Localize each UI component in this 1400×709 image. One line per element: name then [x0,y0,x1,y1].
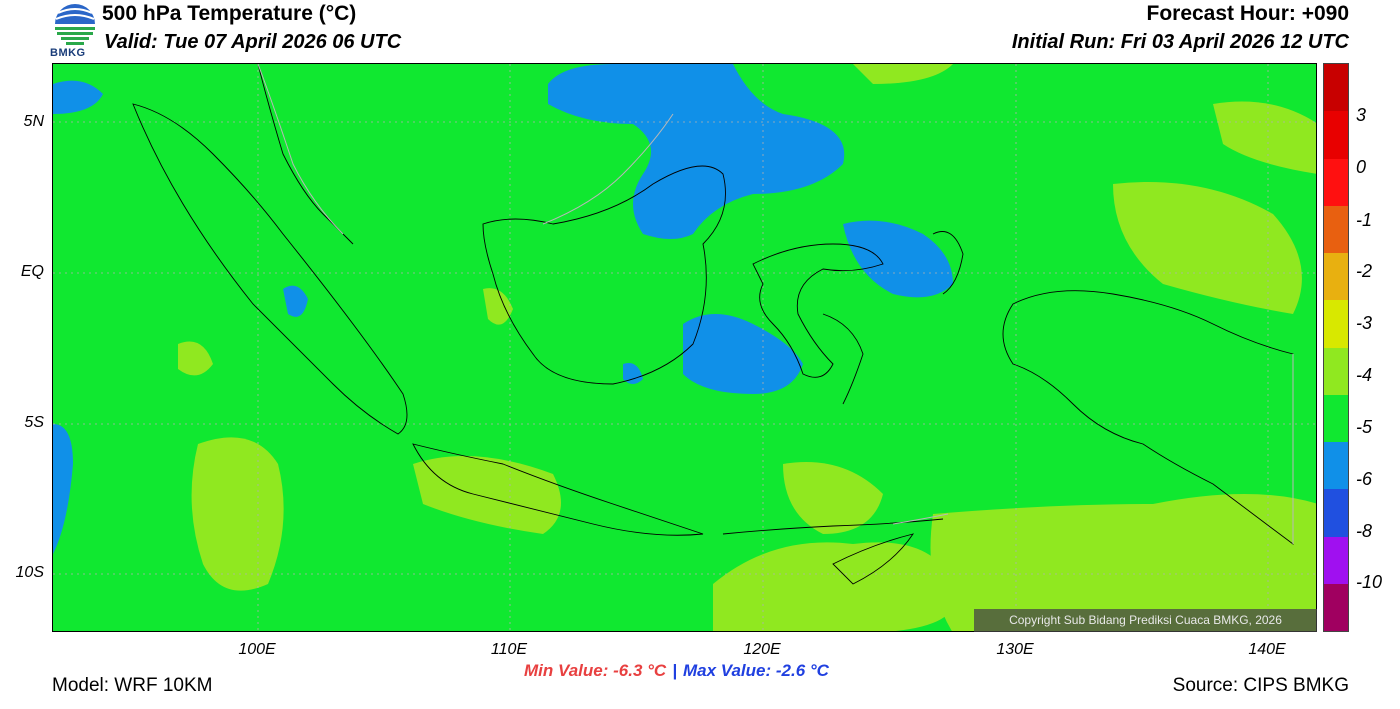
colorbar-label: -8 [1356,521,1373,541]
lon-label-120e: 120E [743,641,781,658]
grid-lines [53,64,1316,631]
lat-label-5n: 5N [23,113,44,130]
max-value: Max Value: -2.6 °C [682,661,829,680]
colorbar-segment [1324,394,1348,442]
colorbar [1323,63,1349,632]
colorbar-segment [1324,158,1348,206]
copyright-notice: Copyright Sub Bidang Prediksi Cuaca BMKG… [974,609,1317,632]
colorbar-label: 0 [1356,157,1367,177]
cold-regions [53,64,953,554]
warm-regions [178,64,1316,631]
forecast-hour: Forecast Hour: +090 [1146,2,1350,25]
bmkg-logo-icon [52,2,98,60]
lon-label-140e: 140E [1248,641,1286,658]
colorbar-segment [1324,583,1348,631]
model-label: Model: WRF 10KM [52,675,213,696]
lat-label-10s: 10S [15,564,44,581]
stats-separator: | [672,661,677,680]
colorbar-label: -1 [1356,210,1373,230]
colorbar-segment [1324,489,1348,537]
logo-text: BMKG [50,47,86,59]
colorbar-label: -6 [1356,469,1373,489]
colorbar-label: 3 [1356,105,1367,125]
coastlines [132,64,1294,585]
temperature-map [52,63,1317,632]
colorbar-label: -4 [1356,365,1373,385]
lat-label-5s: 5S [24,414,44,431]
initial-run: Initial Run: Fri 03 April 2026 12 UTC [1011,31,1349,53]
source-label: Source: CIPS BMKG [1172,675,1349,696]
colorbar-segment [1324,253,1348,301]
colorbar-segment [1324,205,1348,253]
colorbar-segment [1324,64,1348,112]
lon-label-100e: 100E [238,641,276,658]
colorbar-segment [1324,347,1348,395]
colorbar-segment [1324,300,1348,348]
colorbar-segment [1324,111,1348,159]
min-value: Min Value: -6.3 °C [524,661,667,680]
colorbar-label: -10 [1356,572,1383,592]
colorbar-label: -5 [1356,417,1373,437]
lon-label-110e: 110E [490,641,528,658]
map-canvas [53,64,1316,631]
lon-label-130e: 130E [996,641,1034,658]
colorbar-segment [1324,442,1348,490]
colorbar-label: -2 [1356,261,1373,281]
political-boundaries [257,64,1294,544]
valid-time: Valid: Tue 07 April 2026 06 UTC [104,31,402,53]
chart-title: 500 hPa Temperature (°C) [102,2,357,25]
colorbar-label: -3 [1356,313,1373,333]
lat-label-eq: EQ [20,263,44,280]
colorbar-segment [1324,536,1348,584]
min-max-stats: Min Value: -6.3 °C | Max Value: -2.6 °C [524,661,829,681]
